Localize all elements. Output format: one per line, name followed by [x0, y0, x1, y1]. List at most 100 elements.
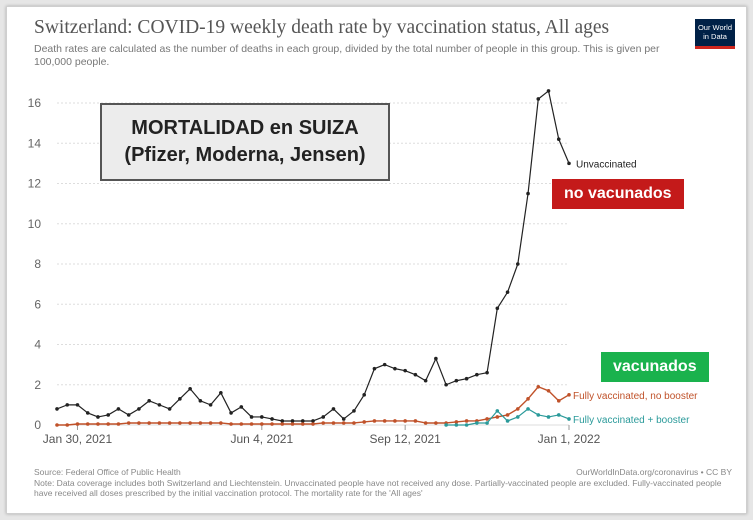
data-point: [96, 415, 100, 419]
y-tick-label: 10: [28, 217, 42, 231]
data-point: [516, 407, 520, 411]
data-point: [167, 407, 172, 411]
data-point: [198, 399, 203, 403]
data-point: [485, 421, 489, 425]
data-point: [270, 417, 274, 421]
data-point: [341, 417, 346, 421]
data-point: [198, 421, 203, 425]
data-point: [464, 419, 469, 423]
data-point: [249, 415, 254, 419]
data-point: [454, 420, 459, 424]
x-tick-label: Jan 30, 2021: [43, 432, 113, 446]
data-point: [526, 397, 530, 401]
data-point: [464, 423, 469, 427]
data-point: [188, 386, 192, 391]
data-point: [239, 422, 244, 426]
data-point: [270, 422, 274, 426]
data-point: [157, 421, 162, 425]
data-point: [495, 415, 500, 419]
data-point: [516, 262, 520, 266]
data-point: [137, 407, 141, 411]
annotation-no-vacunados: no vacunados: [552, 179, 684, 209]
x-tick-label: Sep 12, 2021: [369, 432, 441, 446]
chart-title: Switzerland: COVID-19 weekly death rate …: [34, 17, 610, 38]
data-point: [536, 384, 541, 389]
chart-card: Switzerland: COVID-19 weekly death rate …: [6, 6, 747, 514]
data-point: [249, 422, 254, 426]
data-point: [85, 411, 90, 415]
footer-url[interactable]: OurWorldInData.org/coronavirus • CC BY: [576, 467, 732, 477]
data-point: [106, 413, 110, 417]
data-point: [239, 405, 244, 409]
data-point: [65, 403, 70, 407]
data-point: [55, 407, 59, 411]
data-point: [526, 407, 530, 411]
data-point: [260, 422, 264, 426]
data-point: [290, 419, 295, 423]
data-point: [178, 397, 182, 401]
y-tick-label: 8: [34, 257, 41, 271]
data-point: [362, 393, 367, 397]
data-point: [65, 423, 70, 427]
data-point: [157, 403, 162, 407]
data-point: [126, 421, 131, 425]
data-point: [485, 417, 489, 421]
footer-source: Source: Federal Office of Public Health: [34, 467, 181, 477]
data-point: [75, 422, 80, 426]
annotation-mortalidad-box: MORTALIDAD en SUIZA (Pfizer, Moderna, Je…: [100, 103, 390, 181]
data-point: [505, 419, 510, 423]
data-point: [556, 413, 561, 417]
data-point: [331, 407, 336, 411]
data-point: [116, 422, 121, 426]
data-point: [372, 366, 377, 371]
data-point: [526, 191, 530, 196]
data-point: [341, 421, 346, 425]
data-point: [300, 419, 305, 423]
owid-logo-line1: Our World: [697, 23, 733, 32]
data-point: [219, 391, 223, 395]
data-point: [536, 413, 541, 417]
data-point: [413, 419, 418, 423]
data-point: [505, 413, 510, 417]
data-point: [505, 290, 510, 294]
data-point: [567, 417, 571, 421]
data-point: [546, 388, 551, 393]
data-point: [362, 420, 367, 424]
owid-logo[interactable]: Our World in Data: [695, 19, 735, 49]
data-point: [280, 419, 285, 423]
y-tick-label: 16: [28, 96, 42, 110]
data-point: [393, 419, 397, 423]
data-point: [75, 403, 80, 407]
data-point: [546, 415, 551, 419]
y-tick-label: 6: [34, 297, 41, 311]
data-point: [208, 421, 213, 425]
data-point: [352, 421, 356, 425]
data-point: [352, 409, 356, 413]
data-point: [280, 422, 285, 426]
data-point: [85, 422, 90, 426]
data-point: [260, 415, 264, 419]
data-point: [434, 356, 438, 361]
data-point: [556, 137, 561, 142]
data-point: [382, 362, 387, 367]
data-point: [300, 422, 305, 426]
data-point: [96, 422, 100, 426]
line-chart: 0 2 4 6 8 10 12 14 16 Jan 30, 2021 Jun 4, 2021 Sep …: [28, 89, 698, 446]
data-point: [393, 366, 397, 371]
data-point: [546, 89, 551, 93]
series-label: Fully vaccinated, no booster: [573, 391, 698, 402]
data-point: [485, 370, 489, 375]
data-point: [495, 306, 500, 311]
data-point: [475, 421, 479, 425]
data-point: [106, 422, 110, 426]
data-point: [454, 378, 459, 383]
data-point: [403, 368, 407, 373]
data-point: [147, 399, 151, 403]
data-point: [372, 419, 377, 423]
data-point: [444, 382, 448, 387]
data-point: [403, 419, 407, 423]
x-tick-label: Jan 1, 2022: [538, 432, 601, 446]
data-point: [311, 419, 315, 423]
data-point: [229, 422, 233, 426]
annotation-mortalidad-line2: (Pfizer, Moderna, Jensen): [124, 144, 366, 166]
